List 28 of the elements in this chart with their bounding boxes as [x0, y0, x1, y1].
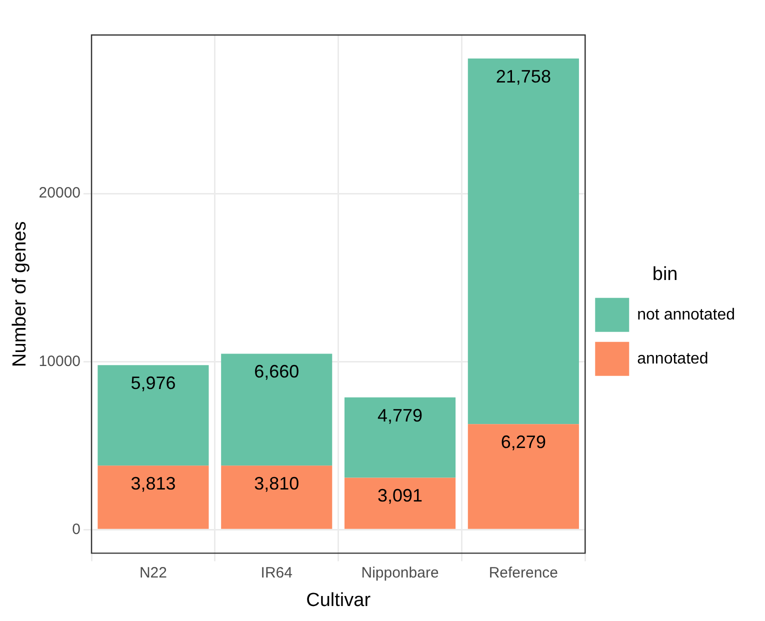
bar — [221, 466, 332, 529]
bar — [221, 354, 332, 466]
bar — [468, 424, 579, 529]
legend-title: bin — [652, 264, 678, 285]
bar — [344, 397, 456, 478]
y-tick-label: 0 — [72, 520, 81, 538]
data-label: 5,976 — [130, 373, 176, 394]
data-label: 6,279 — [500, 432, 546, 452]
x-axis-title: Cultivar — [306, 590, 372, 611]
bar — [98, 365, 209, 466]
data-label: 4,779 — [378, 405, 423, 426]
x-tick-label: N22 — [139, 564, 167, 582]
y-tick-label: 20000 — [38, 184, 81, 202]
data-label: 6,660 — [254, 362, 300, 382]
data-label: 21,758 — [496, 66, 551, 87]
bar — [98, 466, 209, 529]
legend-label: annotated — [637, 350, 708, 368]
data-label: 3,813 — [130, 474, 176, 494]
y-axis-title: Number of genes — [10, 221, 31, 367]
data-label: 3,810 — [254, 474, 300, 494]
bar — [344, 478, 456, 529]
x-tick-label: IR64 — [260, 564, 292, 582]
x-tick-label: Reference — [488, 564, 558, 582]
bar — [468, 58, 579, 424]
x-tick-label: Nipponbare — [361, 564, 439, 582]
y-tick-label: 10000 — [38, 352, 81, 370]
legend-label: not annotated — [637, 306, 736, 324]
data-label: 3,091 — [378, 486, 423, 506]
